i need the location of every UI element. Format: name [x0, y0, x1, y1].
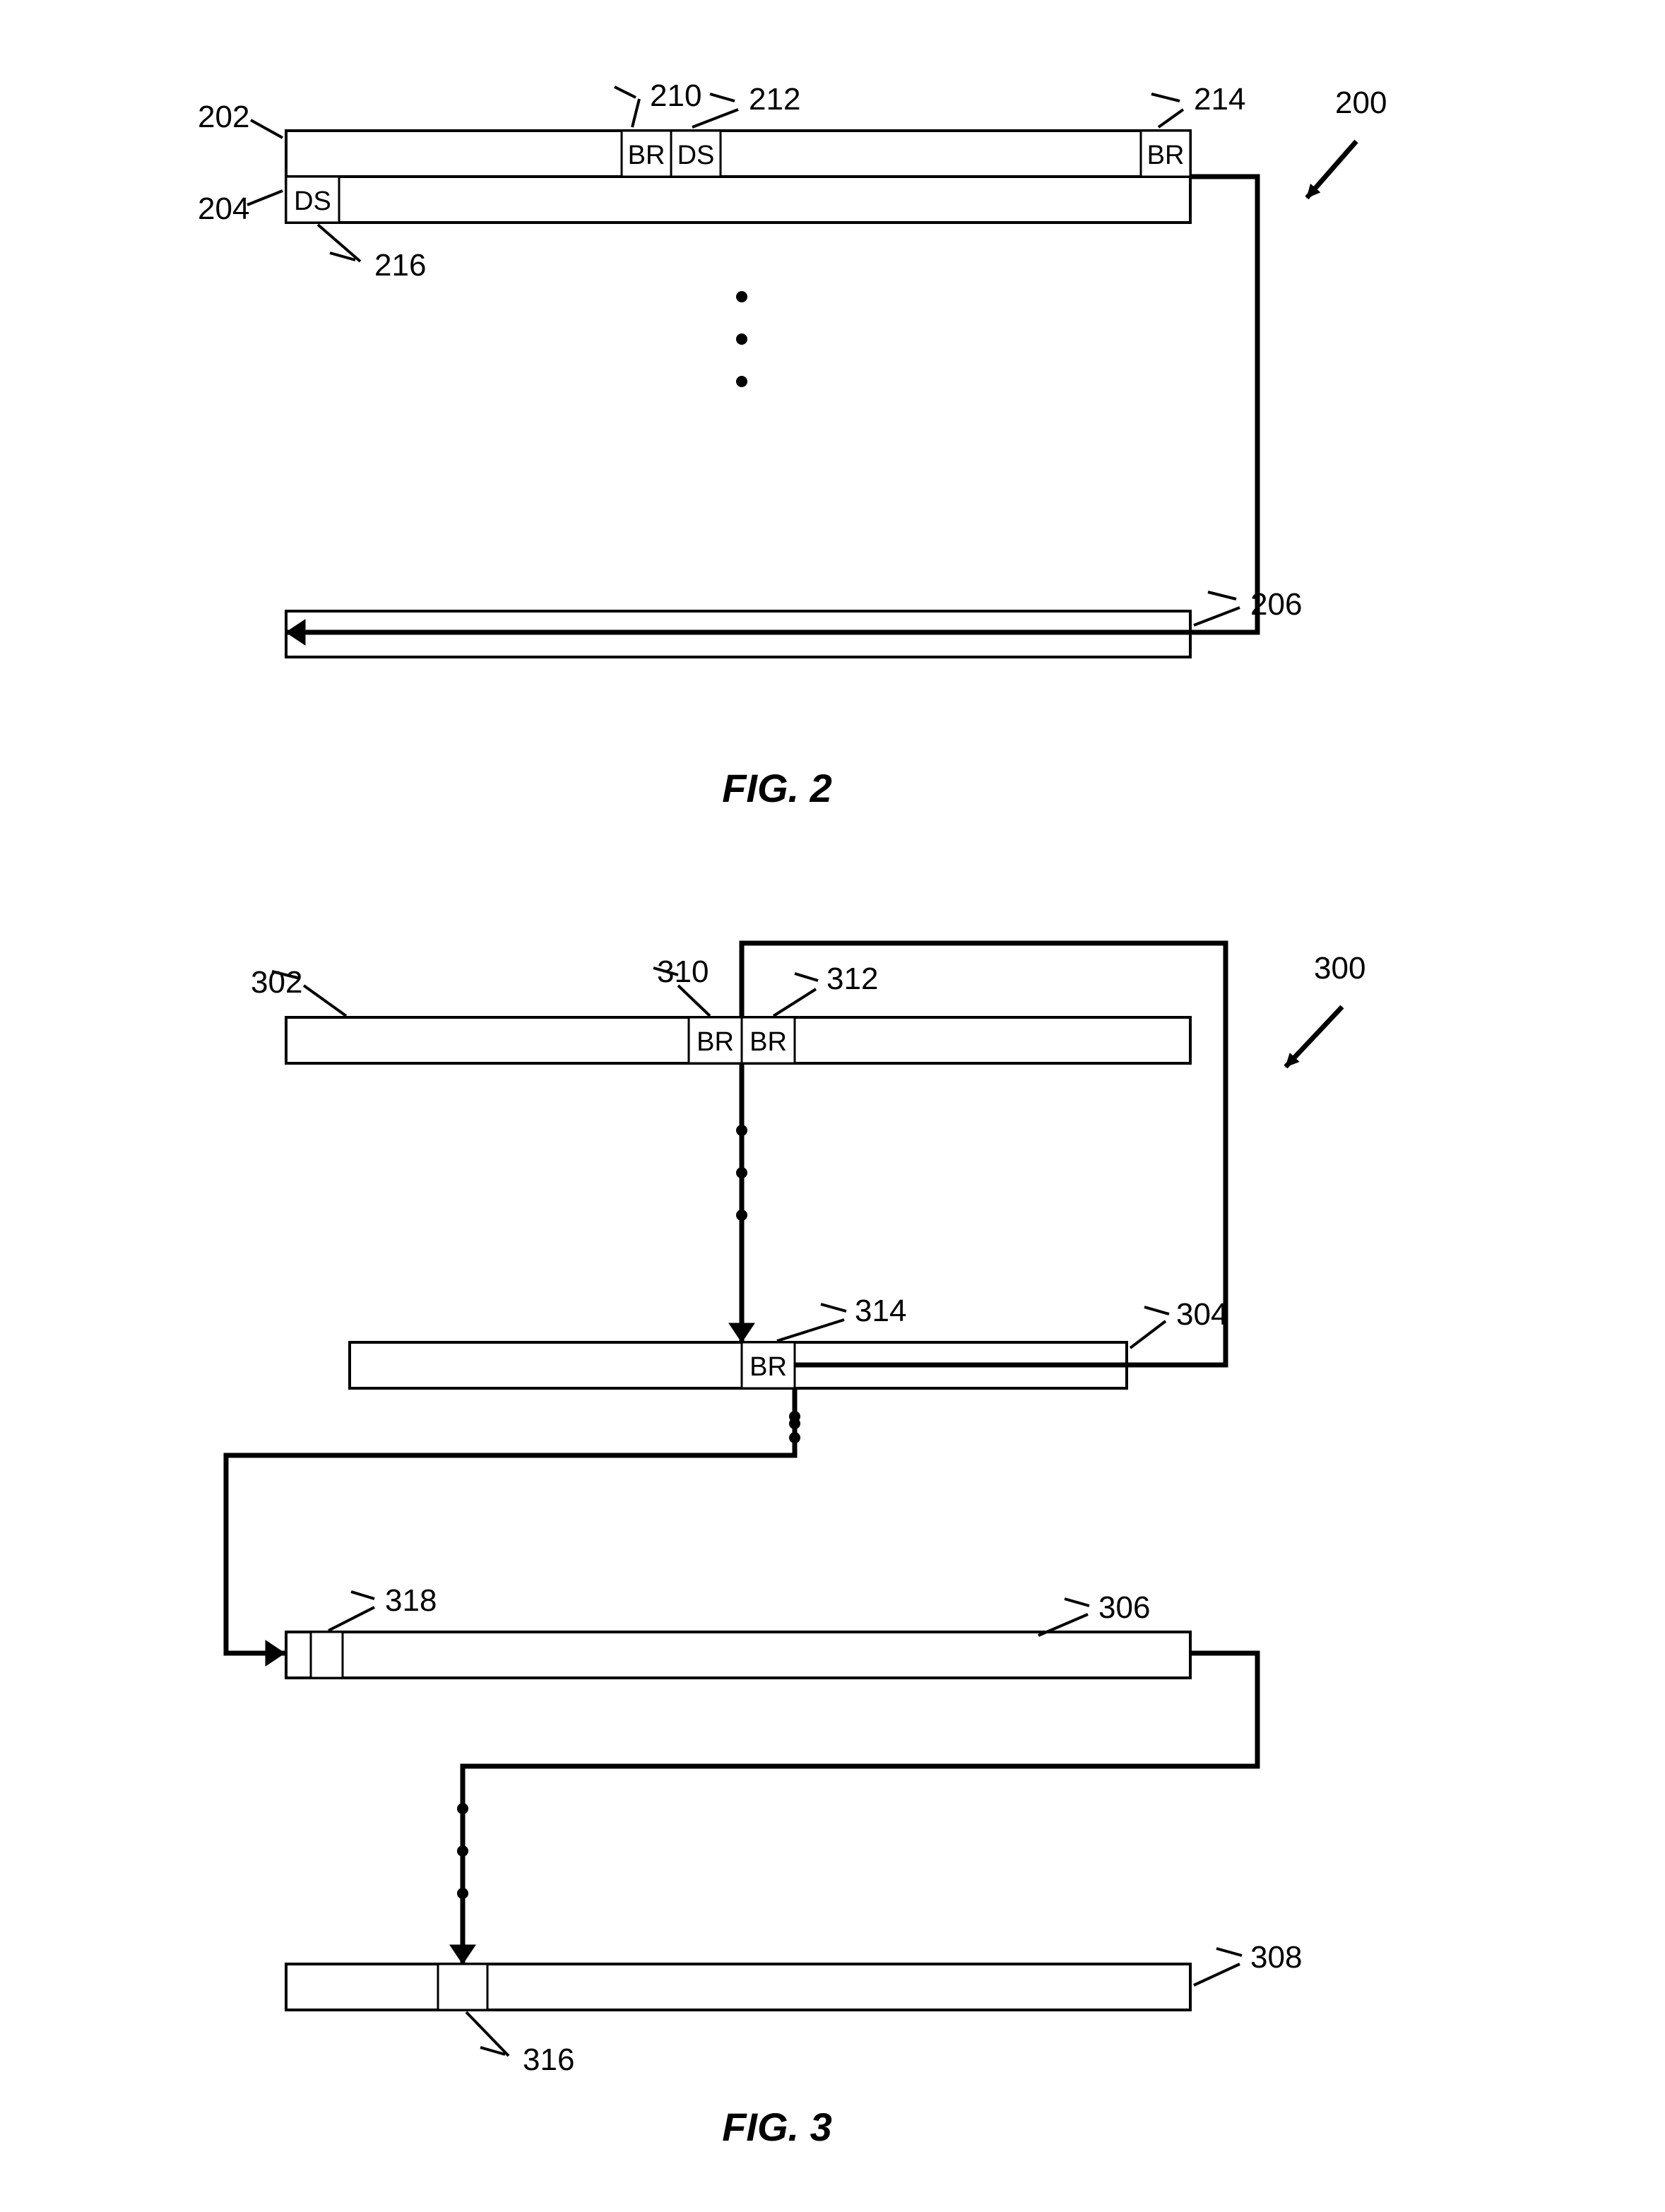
- fig2-r216-label: 216: [374, 248, 426, 283]
- ellipsis-dot: [736, 291, 747, 302]
- ellipsis-dot: [736, 376, 747, 387]
- fig3-r306-label: 306: [1098, 1590, 1150, 1625]
- ellipsis-dot: [789, 1432, 800, 1443]
- ellipsis-dot: [736, 1167, 747, 1178]
- fig3-bar308: [286, 1964, 1190, 2010]
- fig2-assembly-num: 200: [1335, 85, 1387, 120]
- fig3-c312-text: BR: [749, 1027, 787, 1057]
- fig2-c214-text: BR: [1147, 141, 1185, 170]
- canvas-bg: [0, 0, 1665, 2212]
- ellipsis-dot: [457, 1803, 468, 1814]
- fig3-bar306: [286, 1632, 1190, 1678]
- fig3-c310-text: BR: [697, 1027, 734, 1057]
- fig3-r314-label: 314: [855, 1294, 906, 1328]
- fig2-title: FIG. 2: [722, 766, 832, 810]
- ellipsis-dot: [736, 333, 747, 345]
- fig3-r302-label: 302: [251, 965, 302, 1000]
- fig2-r210-label: 210: [650, 78, 701, 113]
- fig3-r308-label: 308: [1250, 1940, 1302, 1975]
- ellipsis-dot: [736, 1125, 747, 1136]
- fig2-c212-text: DS: [677, 141, 715, 170]
- fig2-r204-label: 204: [198, 191, 249, 226]
- fig3-c318: [311, 1632, 343, 1678]
- fig3-title: FIG. 3: [722, 2105, 832, 2149]
- fig2-r212-label: 212: [749, 82, 800, 117]
- ellipsis-dot: [789, 1418, 800, 1429]
- fig3-r312-label: 312: [826, 962, 878, 996]
- fig3-c314-text: BR: [749, 1352, 787, 1382]
- fig3-r316-label: 316: [523, 2042, 574, 2077]
- fig2-bar204: [286, 177, 1190, 223]
- fig3-r304-label: 304: [1176, 1297, 1228, 1332]
- fig2-c216-text: DS: [294, 187, 331, 216]
- ellipsis-dot: [457, 1845, 468, 1857]
- fig3-c316: [438, 1964, 487, 2010]
- ellipsis-dot: [457, 1888, 468, 1899]
- fig2-r206-label: 206: [1250, 587, 1302, 622]
- fig2-r202-label: 202: [198, 100, 249, 134]
- fig2-r214-label: 214: [1194, 82, 1245, 117]
- fig2-c210-text: BR: [628, 141, 665, 170]
- fig2-bar202: [286, 131, 1190, 177]
- ellipsis-dot: [736, 1209, 747, 1221]
- fig3-r318-label: 318: [385, 1583, 437, 1618]
- fig3-assembly-num: 300: [1314, 951, 1365, 986]
